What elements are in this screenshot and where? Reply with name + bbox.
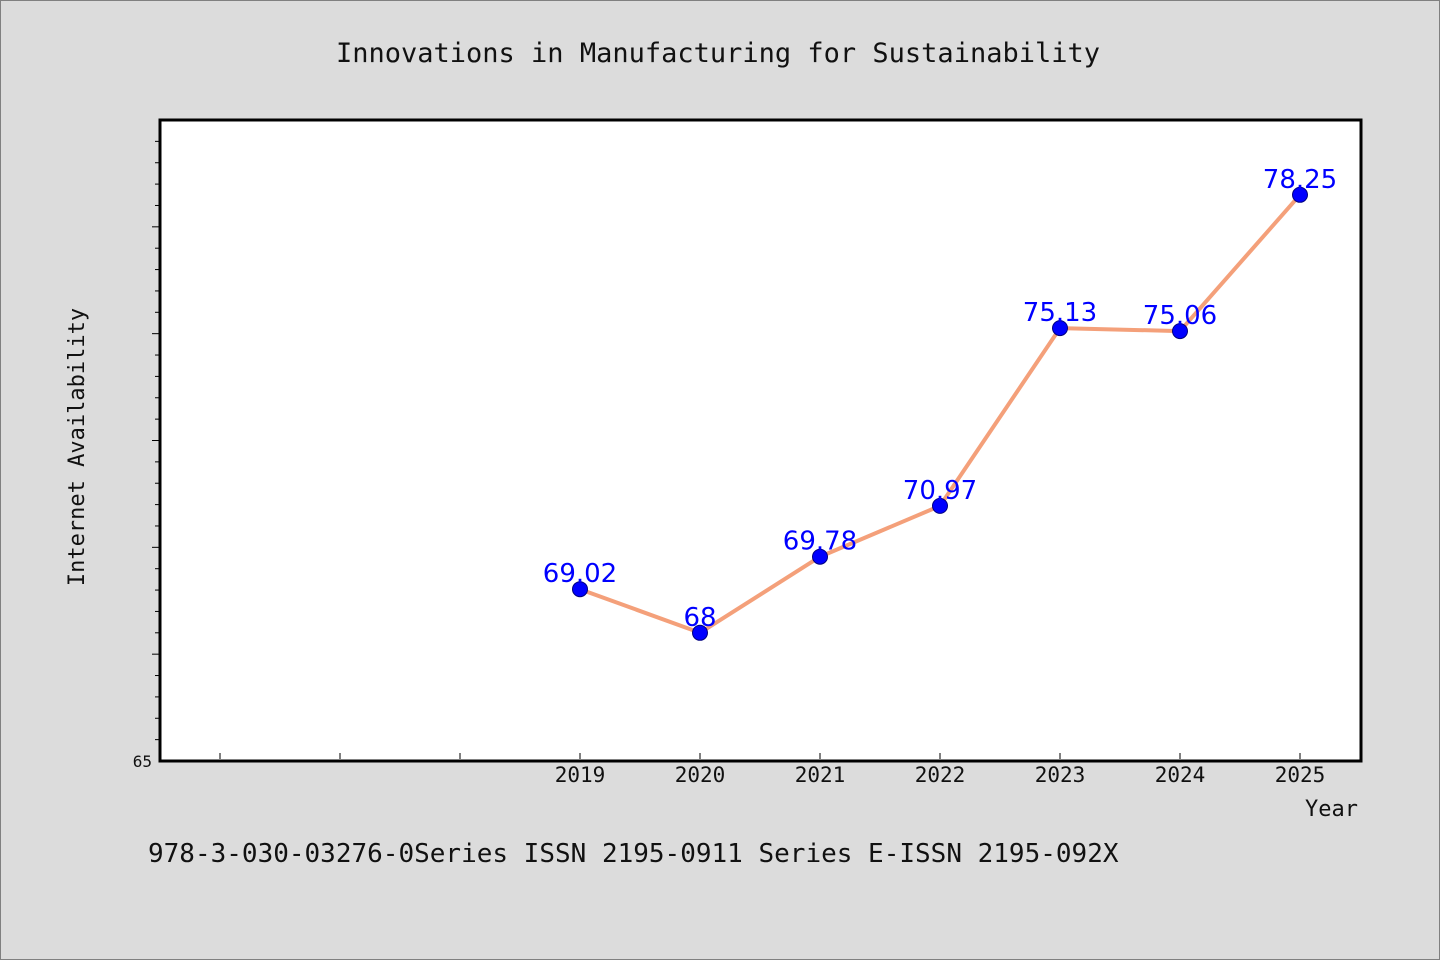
data-label: 78.25 (1263, 165, 1337, 195)
series-points-group (572, 186, 1308, 641)
data-label: 75.13 (1023, 298, 1097, 328)
data-point (1292, 186, 1308, 203)
footer-isbn-issn: 978-3-030-03276-0Series ISSN 2195-0911 S… (148, 839, 1119, 869)
chart-title: Innovations in Manufacturing for Sustain… (336, 38, 1100, 69)
data-label: 70.97 (903, 476, 977, 506)
x-axis-label: Year (1305, 797, 1358, 822)
data-point (572, 581, 588, 598)
data-label: 69.02 (543, 559, 617, 589)
y-tick-label-min: 65 (133, 752, 152, 771)
x-tick-label: 2023 (1035, 763, 1086, 787)
x-axis-tick-labels: 2019 2020 2021 2022 2023 2024 2025 (555, 763, 1326, 787)
data-point (1172, 323, 1188, 340)
data-label: 75.06 (1143, 301, 1217, 331)
data-label: 69.78 (783, 527, 857, 557)
x-tick-label: 2020 (675, 763, 726, 787)
y-axis-ticks (152, 140, 160, 741)
data-point (1052, 320, 1068, 337)
data-point (932, 497, 948, 514)
x-axis-ticks (219, 753, 1301, 759)
data-labels-group: 69.02 68 69.78 70.97 75.13 75.06 78.25 (543, 165, 1337, 633)
x-tick-label: 2022 (915, 763, 966, 787)
data-label: 68 (683, 603, 716, 633)
x-tick-label: 2021 (795, 763, 846, 787)
data-point (812, 548, 828, 565)
data-point (692, 624, 708, 641)
x-tick-label: 2024 (1155, 763, 1206, 787)
plot-area (158, 118, 1363, 763)
y-axis-label: Internet Availability (65, 308, 90, 586)
x-tick-label: 2025 (1275, 763, 1326, 787)
x-tick-label: 2019 (555, 763, 606, 787)
